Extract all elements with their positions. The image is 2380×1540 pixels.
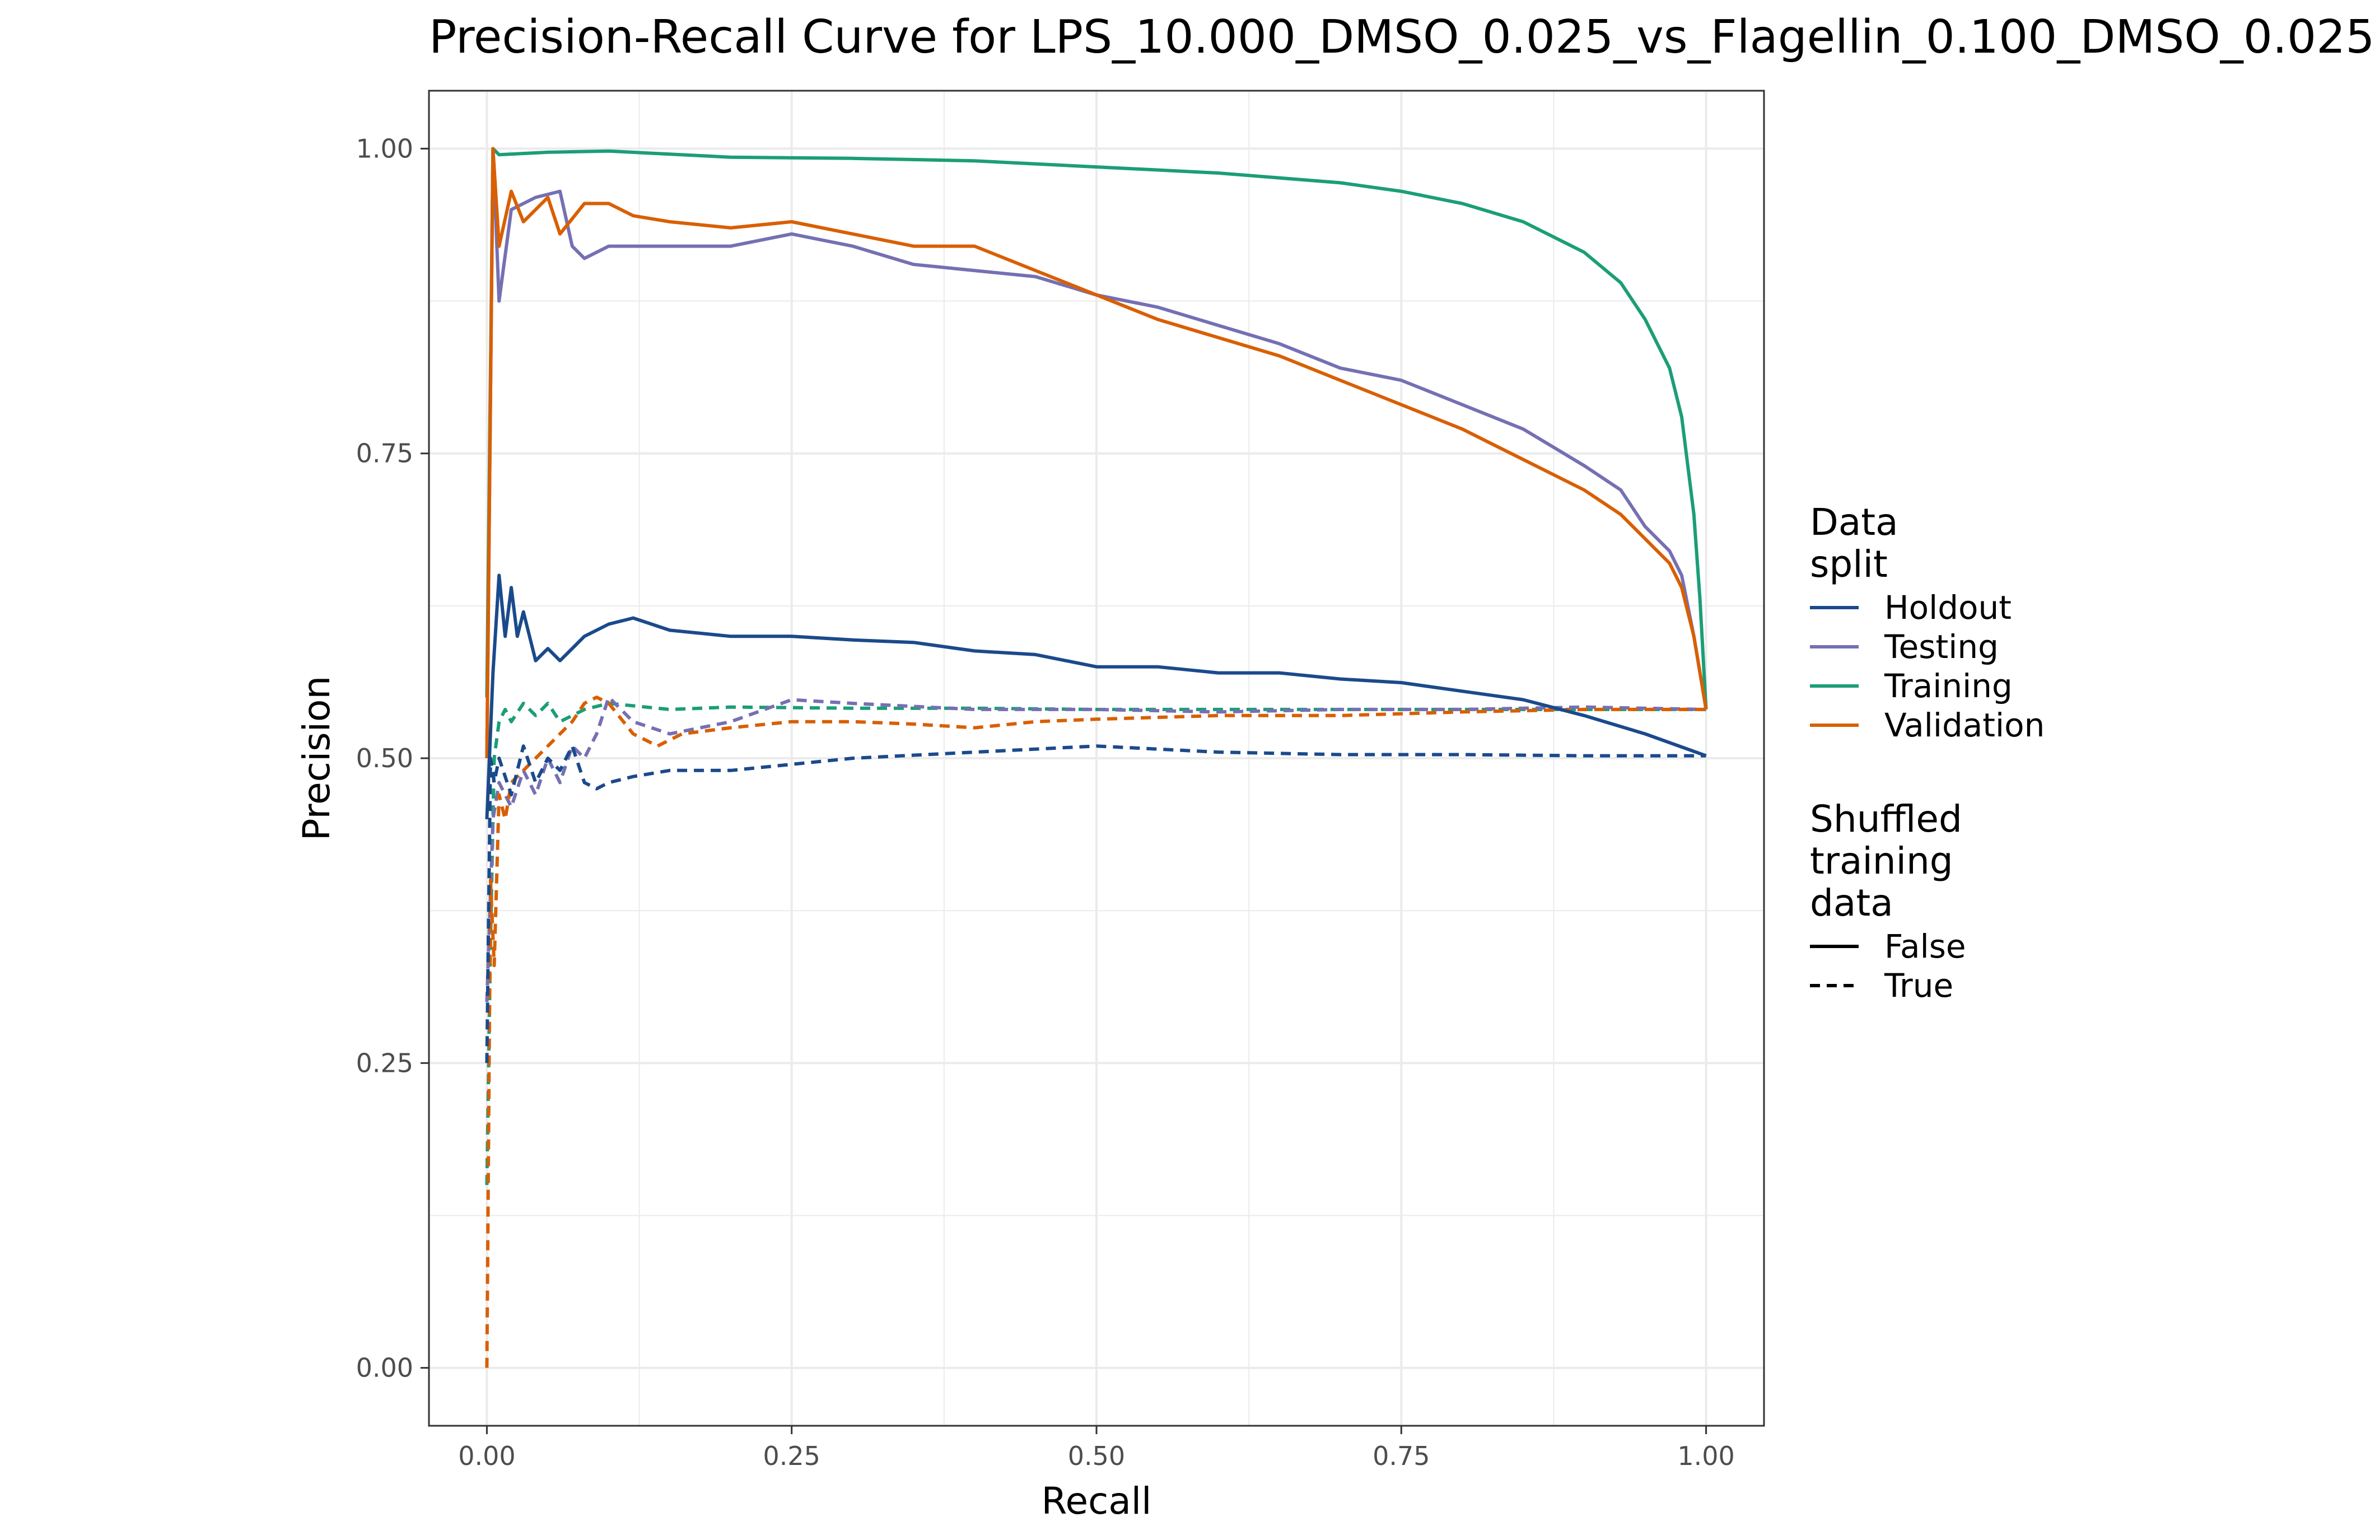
legend-title: Shuffled training data — [1810, 797, 1962, 925]
x-tick-label: 0.25 — [763, 1441, 820, 1471]
legend-title: Data split — [1810, 501, 1898, 586]
y-axis-title: Precision — [295, 676, 338, 841]
legend-label-validation: Validation — [1884, 706, 2045, 744]
series-line-testing — [485, 147, 1708, 759]
grid-major — [429, 91, 1764, 1426]
legend-label-holdout: Holdout — [1884, 589, 2012, 627]
series-line-validation — [485, 147, 1708, 759]
series-layer — [485, 147, 1708, 1368]
x-tick-label: 0.00 — [458, 1441, 515, 1471]
legend-label-true: True — [1884, 967, 1953, 1005]
series-line-validation-shuffled — [485, 696, 1706, 1368]
x-tick-label: 0.50 — [1068, 1441, 1125, 1471]
legend-label-false: False — [1884, 927, 1966, 965]
series-line-testing-shuffled — [485, 696, 1706, 1002]
legend-label-testing: Testing — [1884, 628, 1999, 666]
x-axis-title: Recall — [1042, 1480, 1152, 1523]
y-tick-label: 0.25 — [356, 1048, 413, 1078]
x-tick-label: 1.00 — [1677, 1441, 1734, 1471]
legend: Data splitHoldoutTestingTrainingValidatio… — [1810, 501, 2045, 1005]
x-axis: 0.00 0.25 0.50 0.75 1.00 — [458, 1426, 1735, 1471]
series-line-holdout-shuffled — [485, 744, 1706, 1063]
y-tick-label: 0.50 — [356, 743, 413, 773]
series-line-training — [485, 147, 1708, 710]
y-tick-label: 0.00 — [356, 1353, 413, 1383]
series-line-holdout — [485, 573, 1707, 820]
y-axis: 0.00 0.25 0.50 0.75 1.00 — [356, 133, 429, 1383]
y-tick-label: 0.75 — [356, 438, 413, 469]
series-line-training-shuffled — [485, 702, 1706, 1186]
x-tick-label: 0.75 — [1373, 1441, 1430, 1471]
y-tick-label: 1.00 — [356, 133, 413, 164]
legend-label-training: Training — [1884, 667, 2013, 705]
chart-title: Precision-Recall Curve for LPS_10.000_DM… — [429, 11, 2375, 64]
plot-panel — [428, 90, 1765, 1427]
